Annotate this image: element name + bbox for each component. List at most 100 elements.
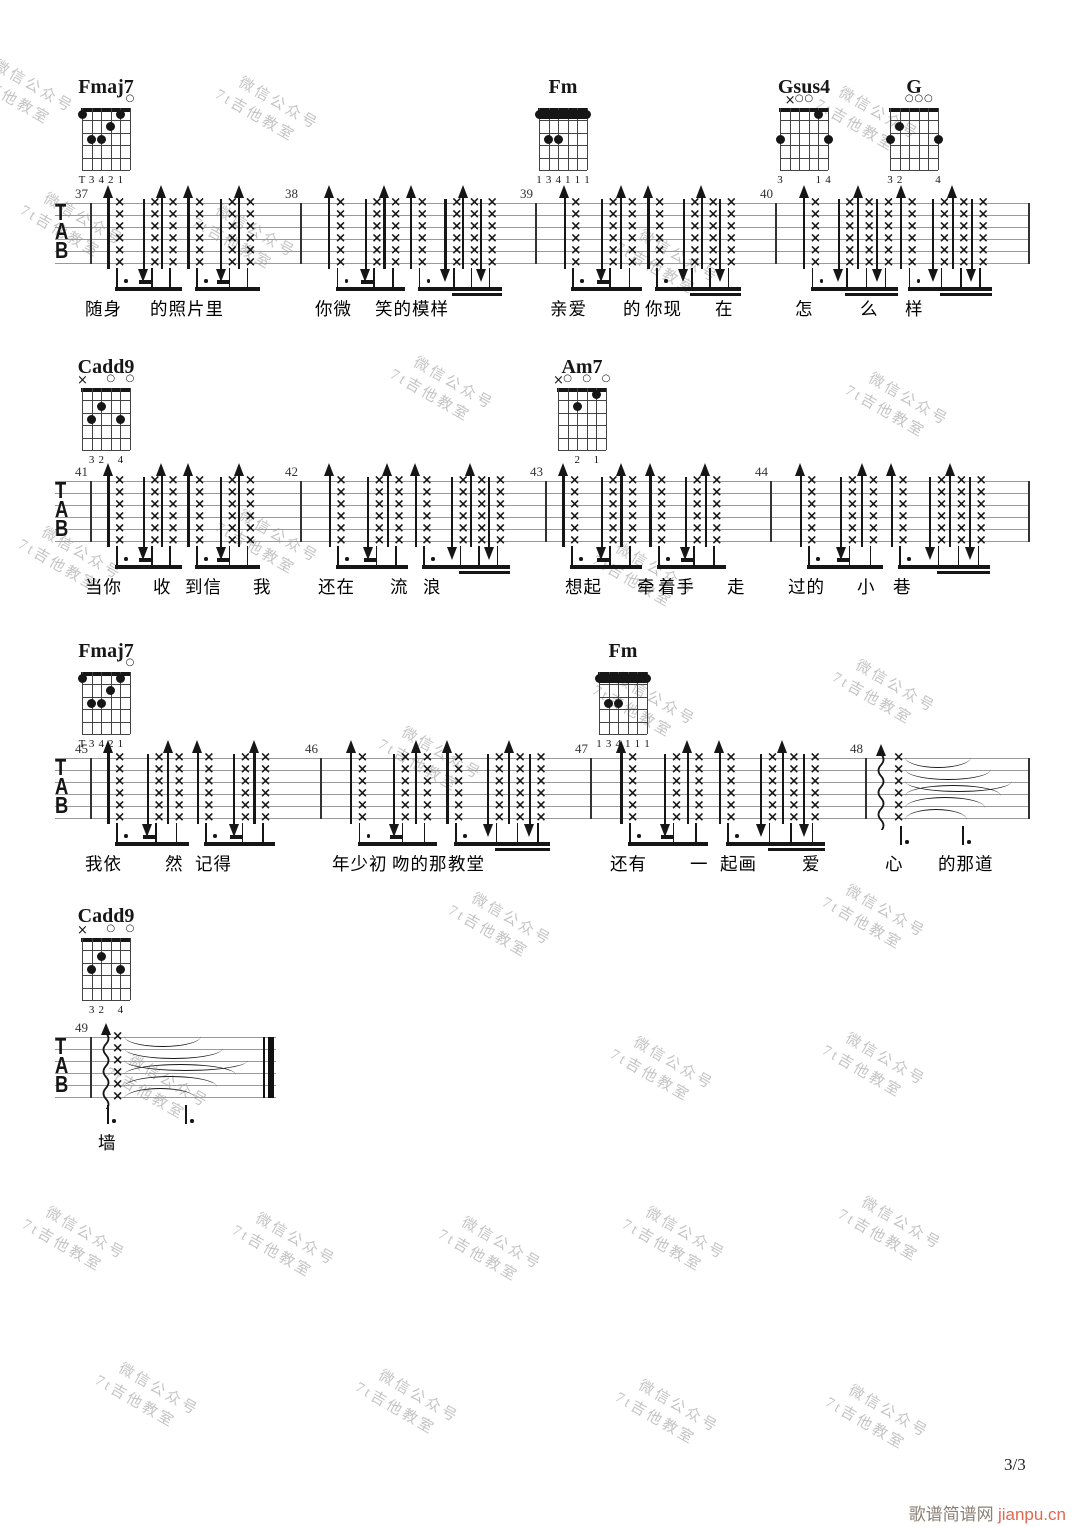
beam-stem bbox=[246, 268, 249, 290]
chord-grid-line bbox=[82, 425, 130, 427]
open-string-marker: ○ bbox=[125, 923, 135, 934]
beam-sixteenth-flag bbox=[139, 280, 153, 284]
chord-finger-dot bbox=[115, 414, 125, 424]
tab-staff-line bbox=[55, 758, 1030, 760]
lyric-syllable: 年少初 bbox=[332, 854, 388, 874]
strum-up-arrow bbox=[238, 195, 241, 269]
chord-finger-number: 3 bbox=[88, 738, 95, 750]
muted-strum-column: × × × × × × bbox=[906, 193, 918, 270]
barline bbox=[535, 203, 537, 264]
strum-down-arrowhead bbox=[924, 547, 935, 560]
chord-grid-line bbox=[82, 975, 130, 977]
muted-strum-column: × × × × × × bbox=[725, 193, 737, 270]
chord-nut bbox=[81, 108, 131, 112]
chord-nut bbox=[557, 388, 607, 392]
beam-dot bbox=[907, 557, 911, 561]
beam-line bbox=[454, 842, 551, 846]
measure-number: 38 bbox=[285, 186, 298, 201]
chord-finger-number: 4 bbox=[98, 738, 104, 750]
chord-finger-dot bbox=[813, 109, 823, 119]
lyric-syllable: 的照片里 bbox=[150, 299, 224, 319]
chord-grid-line bbox=[577, 388, 579, 450]
muted-strum-column: × × × × × × bbox=[259, 748, 272, 825]
chord-finger-number: 1 bbox=[625, 738, 631, 750]
beam-dot bbox=[637, 834, 641, 838]
strum-down-arrowhead bbox=[524, 824, 535, 837]
strum-down-arrow bbox=[600, 477, 603, 549]
beam-dot bbox=[579, 557, 583, 561]
chord-grid-line bbox=[82, 437, 130, 439]
strum-up-arrowhead bbox=[852, 185, 863, 198]
footer-domain-link[interactable]: jianpu.cn bbox=[997, 1505, 1066, 1524]
chord-finger-number: 1 bbox=[574, 174, 581, 186]
chord-finger-dot bbox=[87, 414, 97, 424]
beam-line bbox=[570, 565, 642, 569]
strum-up-arrow bbox=[951, 195, 954, 269]
chord-finger-dot bbox=[87, 134, 97, 144]
tab-staff-line bbox=[55, 481, 1030, 483]
half-note-dot bbox=[112, 1119, 116, 1123]
muted-strum-column: × × × × × × bbox=[356, 748, 369, 825]
muted-strum-column: × × × × × × bbox=[173, 748, 185, 825]
end-barline bbox=[1028, 758, 1030, 819]
chord-grid-line bbox=[82, 696, 130, 698]
tab-staff-line bbox=[55, 541, 1030, 543]
tab-clef-letter: T bbox=[55, 1033, 67, 1059]
beam-stem bbox=[205, 823, 207, 845]
beam-stem bbox=[151, 546, 153, 568]
strum-up-arrow bbox=[446, 750, 449, 824]
strum-down-arrowhead bbox=[678, 269, 689, 282]
strum-up-arrowhead bbox=[382, 463, 393, 476]
half-note-stem bbox=[900, 826, 902, 845]
barline bbox=[545, 481, 547, 542]
chord-finger-dot bbox=[591, 389, 601, 399]
beam-stem bbox=[899, 546, 901, 568]
beam-double-line bbox=[458, 570, 510, 574]
beam-stem bbox=[609, 268, 612, 290]
strum-down-arrow bbox=[142, 199, 145, 271]
strum-down-arrow bbox=[487, 754, 490, 826]
muted-strum-column: × × × × × × bbox=[867, 471, 879, 548]
chord-finger-number: 4 bbox=[117, 454, 124, 466]
beam-stem bbox=[655, 268, 658, 290]
muted-strum-column: × × × × × × bbox=[239, 748, 252, 825]
chord-grid-line bbox=[110, 108, 112, 170]
beam-line bbox=[726, 842, 825, 846]
muted-strum-column: × × × × × × bbox=[457, 471, 469, 548]
chord-grid-line bbox=[120, 108, 122, 170]
chord-grid-line bbox=[82, 400, 130, 402]
strum-up-arrowhead bbox=[162, 740, 173, 753]
strum-up-arrowhead bbox=[324, 463, 335, 476]
beam-line bbox=[204, 842, 275, 846]
beam-stem bbox=[713, 546, 715, 568]
lyric-syllable: 吻的那 bbox=[392, 854, 448, 874]
chord-grid-line bbox=[647, 672, 648, 734]
strum-up-arrowhead bbox=[616, 740, 627, 753]
half-note-dot bbox=[905, 840, 909, 844]
watermark: 微信公众号 7t吉他教室 bbox=[212, 74, 322, 146]
beam-sixteenth-flag bbox=[660, 835, 674, 839]
strum-up-arrowhead bbox=[233, 463, 244, 476]
let-ring-arc bbox=[905, 797, 986, 808]
chord-finger-number: 1 bbox=[117, 174, 124, 186]
muted-strum-column: × × × × × × bbox=[453, 748, 465, 825]
let-ring-arc bbox=[905, 785, 1002, 796]
muted-strum-column: × × × × × × bbox=[766, 748, 779, 825]
strum-up-arrowhead bbox=[714, 740, 725, 753]
watermark: 微信公众号 7t吉他教室 bbox=[822, 1382, 932, 1454]
strum-down-arrowhead bbox=[659, 824, 670, 837]
beam-dot bbox=[580, 279, 584, 283]
beam-line bbox=[571, 287, 642, 291]
strum-down-arrow bbox=[364, 199, 367, 271]
beam-stem bbox=[401, 823, 404, 845]
chord-finger-number: 1 bbox=[593, 454, 600, 466]
tab-staff-line bbox=[55, 227, 1030, 229]
chord-grid-line bbox=[82, 412, 130, 414]
chord-grid-line bbox=[130, 938, 131, 1000]
chord-grid-line bbox=[82, 145, 130, 147]
muted-strum-column: × × × × × × bbox=[893, 748, 905, 825]
strum-down-arrow bbox=[479, 199, 483, 271]
strum-up-arrow bbox=[949, 473, 952, 547]
watermark: 微信公众号 7t吉他教室 bbox=[445, 890, 555, 962]
chord-finger-dot bbox=[115, 673, 125, 683]
